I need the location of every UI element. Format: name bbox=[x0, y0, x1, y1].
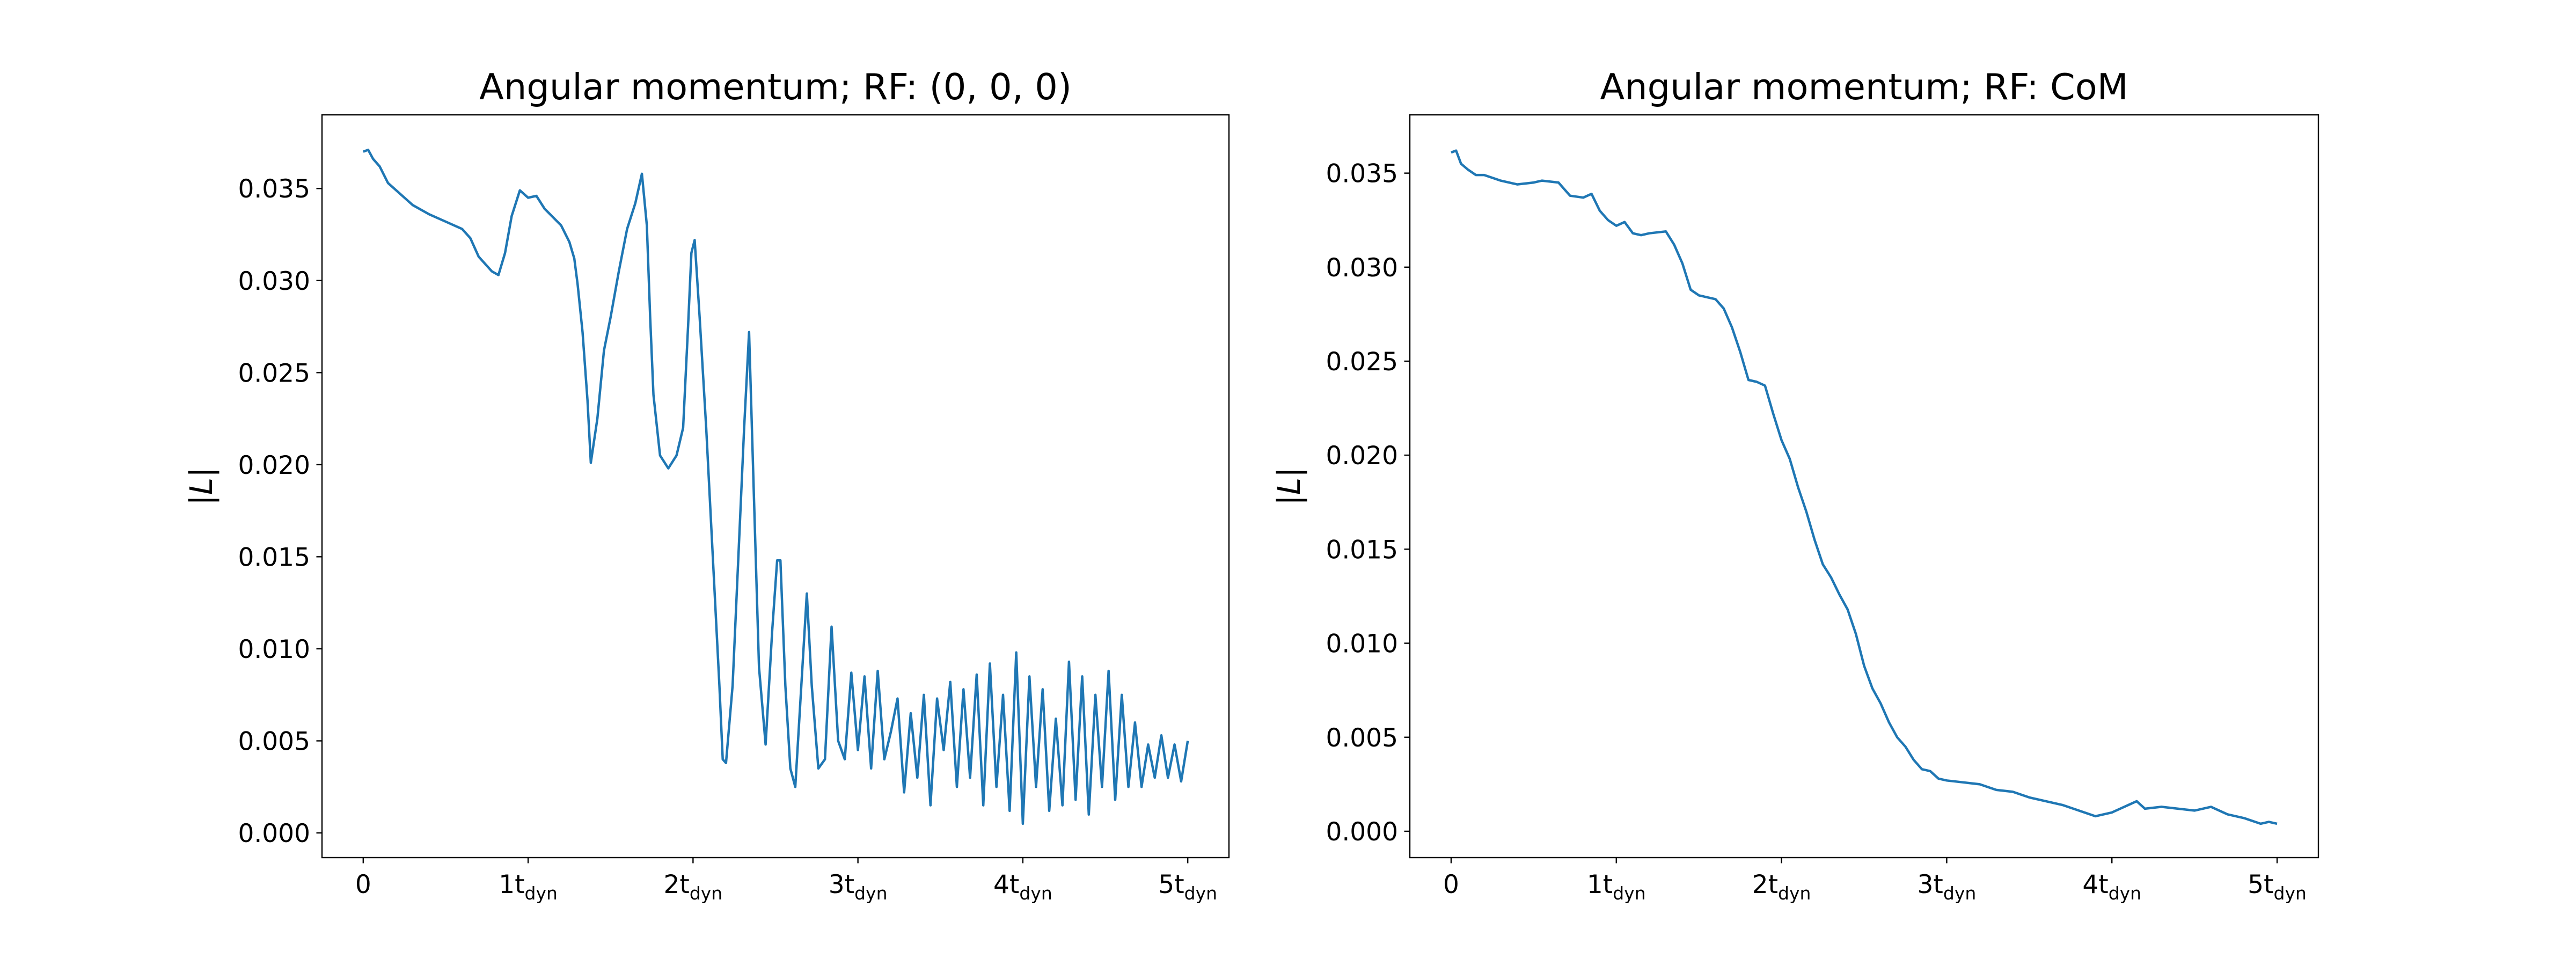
subplot: Angular momentum; RF: CoM |L| 0.000 0.005 0.… bbox=[1271, 66, 2319, 904]
x-tick-subscript: dyn bbox=[854, 883, 887, 904]
y-tick-label: 0.020 bbox=[238, 451, 310, 480]
y-tick-label: 0.020 bbox=[1326, 441, 1398, 471]
data-line bbox=[363, 148, 1189, 825]
y-tick-label: 0.035 bbox=[238, 174, 310, 204]
y-tick-label: 0.015 bbox=[1326, 535, 1398, 565]
x-tick-text: 0 bbox=[1443, 870, 1459, 899]
chart-title: Angular momentum; RF: CoM bbox=[1600, 66, 2128, 108]
axes-frame bbox=[1409, 114, 2319, 859]
y-axis-label: |L| bbox=[183, 467, 219, 505]
x-tick-label: 0 bbox=[355, 870, 371, 899]
x-tick-label: 2tdyn bbox=[663, 870, 722, 904]
x-tick-text: 4t bbox=[993, 870, 1019, 899]
y-tick-label: 0.000 bbox=[238, 819, 310, 848]
x-tick-text: 2t bbox=[1752, 870, 1778, 899]
x-tick-subscript: dyn bbox=[690, 883, 722, 904]
x-tick-label: 1tdyn bbox=[499, 870, 558, 904]
x-tick-text: 2t bbox=[663, 870, 689, 899]
y-tick-label: 0.025 bbox=[1326, 347, 1398, 377]
x-tick-text: 5t bbox=[2248, 870, 2273, 899]
x-tick-label: 0 bbox=[1443, 870, 1459, 899]
y-tick-label: 0.010 bbox=[1326, 630, 1398, 659]
x-tick-label: 2tdyn bbox=[1752, 870, 1811, 904]
y-tick-label: 0.005 bbox=[238, 727, 310, 756]
x-tick-text: 4t bbox=[2082, 870, 2108, 899]
y-tick-label: 0.035 bbox=[1326, 159, 1398, 189]
subplot: Angular momentum; RF: (0, 0, 0) |L| 0.000 0… bbox=[183, 66, 1230, 904]
x-tick-subscript: dyn bbox=[1184, 883, 1217, 904]
x-tick-label: 5tdyn bbox=[2248, 870, 2307, 904]
x-tick-subscript: dyn bbox=[1019, 883, 1052, 904]
x-tick-label: 4tdyn bbox=[2082, 870, 2141, 904]
x-tick-subscript: dyn bbox=[1613, 883, 1645, 904]
y-tick-label: 0.010 bbox=[238, 635, 310, 664]
x-tick-text: 3t bbox=[829, 870, 854, 899]
y-tick-label: 0.030 bbox=[238, 267, 310, 296]
x-tick-subscript: dyn bbox=[1778, 883, 1811, 904]
x-tick-label: 1tdyn bbox=[1587, 870, 1646, 904]
x-tick-subscript: dyn bbox=[2109, 883, 2141, 904]
y-tick-label: 0.015 bbox=[238, 543, 310, 572]
x-tick-subscript: dyn bbox=[2274, 883, 2307, 904]
x-tick-text: 1t bbox=[499, 870, 524, 899]
x-tick-text: 5t bbox=[1158, 870, 1184, 899]
data-line bbox=[1451, 149, 2278, 825]
x-tick-label: 4tdyn bbox=[993, 870, 1052, 904]
y-axis-label: |L| bbox=[1271, 467, 1307, 505]
axes-frame bbox=[321, 114, 1230, 859]
x-tick-subscript: dyn bbox=[525, 883, 558, 904]
y-tick-label: 0.030 bbox=[1326, 253, 1398, 283]
x-tick-text: 3t bbox=[1918, 870, 1943, 899]
x-tick-label: 5tdyn bbox=[1158, 870, 1217, 904]
y-tick-label: 0.005 bbox=[1326, 723, 1398, 753]
y-tick-label: 0.025 bbox=[238, 358, 310, 388]
x-tick-text: 1t bbox=[1587, 870, 1613, 899]
chart-title: Angular momentum; RF: (0, 0, 0) bbox=[479, 66, 1072, 108]
x-tick-label: 3tdyn bbox=[829, 870, 888, 904]
x-tick-label: 3tdyn bbox=[1918, 870, 1977, 904]
y-tick-label: 0.000 bbox=[1326, 817, 1398, 847]
x-tick-subscript: dyn bbox=[1943, 883, 1976, 904]
x-tick-text: 0 bbox=[355, 870, 371, 899]
